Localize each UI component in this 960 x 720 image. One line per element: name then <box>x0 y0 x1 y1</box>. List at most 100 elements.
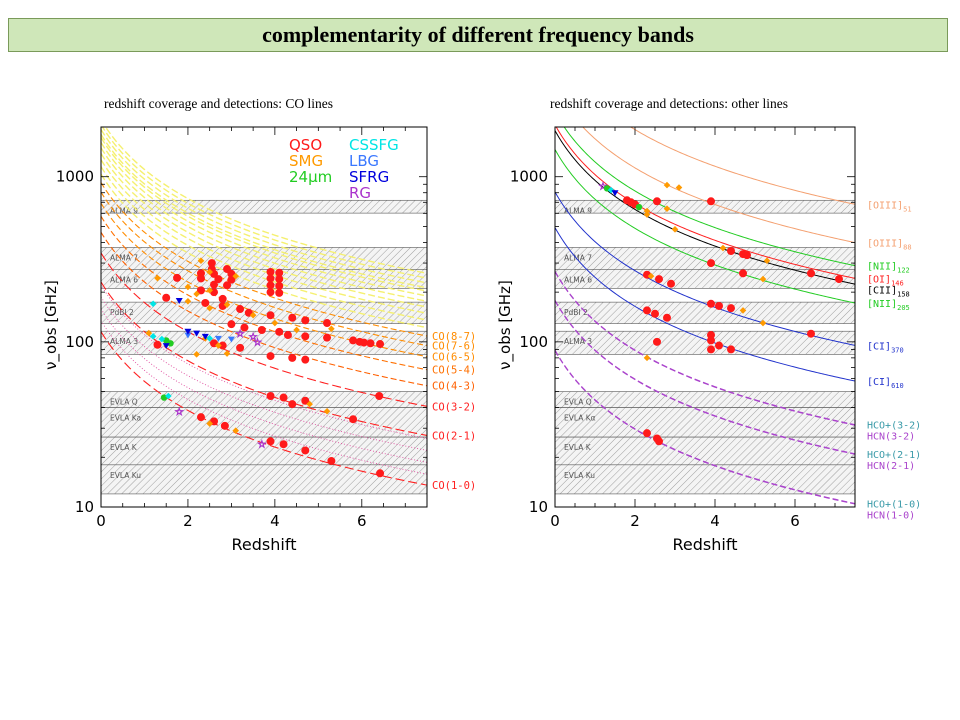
plot-frame <box>554 126 856 508</box>
line-curve <box>555 227 855 382</box>
data-point <box>279 440 288 449</box>
data-point: ☆ <box>175 407 184 418</box>
data-point <box>349 336 358 345</box>
line-curve <box>101 281 427 436</box>
data-point <box>301 355 310 364</box>
x-axis-label: Redshift <box>673 535 738 554</box>
band-layer: ALMA 9 ALMA 7 ALMA 6 PdBI 2 ALMA 3 EVLA Q EVLA… <box>555 199 855 495</box>
data-point <box>184 283 192 291</box>
data-point <box>196 274 205 283</box>
y-tick-label: 1000 <box>510 168 548 186</box>
line-label: CO(4-3) <box>432 381 476 393</box>
data-point <box>715 301 723 310</box>
dotted-curve <box>101 308 427 463</box>
high-j-co-curve <box>101 133 427 289</box>
data-point <box>193 290 200 298</box>
line-label: [CI]370 <box>867 341 904 354</box>
line-label: CO(1-0) <box>432 480 476 492</box>
data-point <box>173 273 182 282</box>
line-label: HCN(2-1) <box>867 461 915 472</box>
data-point <box>184 332 192 339</box>
band-rect <box>101 301 427 324</box>
high-j-co-curve <box>101 159 427 314</box>
data-point <box>184 328 192 335</box>
line-label-subscript: 158 <box>897 290 910 298</box>
data-point <box>727 246 735 255</box>
x-tick-label: 2 <box>630 512 640 530</box>
band-label: EVLA K <box>110 443 138 452</box>
dotted-curve <box>101 320 427 475</box>
line-label-subscript: 610 <box>891 382 904 390</box>
line-label: [NII]205 <box>867 299 910 312</box>
line-curve <box>101 202 427 358</box>
data-point <box>763 257 771 265</box>
line-label-subscript: 88 <box>903 244 911 252</box>
data-point <box>266 288 275 297</box>
data-point <box>175 298 183 305</box>
data-point <box>301 332 310 341</box>
x-tick-label: 4 <box>270 512 280 530</box>
line-label: CO(5-4) <box>432 365 476 377</box>
line-curve <box>555 300 855 455</box>
line-label-subscript: 370 <box>891 346 904 354</box>
dotted-curve <box>101 296 427 451</box>
band-label: PdBI 2 <box>564 308 588 317</box>
data-point <box>206 335 213 342</box>
band-rect <box>555 269 855 289</box>
y-axis-label: ν_obs [GHz] <box>42 280 61 370</box>
high-j-co-curve <box>101 127 427 279</box>
band-label: ALMA 3 <box>110 337 138 346</box>
data-point <box>671 226 679 233</box>
line-label-subscript: 51 <box>903 205 911 213</box>
data-point <box>349 415 358 424</box>
data-point <box>184 298 192 305</box>
tick-layer: 0 2 4 6 10 100 1000 <box>510 126 856 530</box>
line-curve <box>555 271 855 426</box>
legend-entry: 24μm <box>289 168 332 186</box>
data-point <box>759 319 767 327</box>
data-point <box>707 336 715 345</box>
data-point <box>257 325 266 334</box>
high-j-co-curve <box>101 147 427 302</box>
y-tick-label: 10 <box>75 498 94 516</box>
data-point <box>323 333 332 342</box>
data-point <box>165 392 172 400</box>
data-point <box>727 304 735 313</box>
line-label-subscript: 146 <box>891 279 904 287</box>
data-point <box>727 345 735 354</box>
data-point <box>643 207 651 215</box>
dotted-curve <box>101 284 427 439</box>
data-point <box>227 336 235 343</box>
data-point <box>206 268 213 276</box>
line-curve <box>555 149 855 304</box>
x-tick-label: 6 <box>790 512 800 530</box>
data-point <box>375 392 384 401</box>
data-point <box>210 280 219 289</box>
band-rect <box>101 464 427 495</box>
data-point <box>275 281 284 290</box>
data-point <box>149 300 157 308</box>
data-point <box>153 340 162 349</box>
data-point <box>223 301 231 308</box>
line-label: CO(2-1) <box>432 430 476 442</box>
line-label: [NII]122 <box>867 262 910 275</box>
line-label: [CI]610 <box>867 377 904 390</box>
data-point <box>293 326 300 334</box>
band-label: ALMA 6 <box>110 275 138 284</box>
data-point <box>707 197 715 206</box>
data-point <box>227 320 236 329</box>
data-point <box>611 190 619 197</box>
data-point <box>807 269 815 278</box>
data-point <box>376 340 385 349</box>
y-tick-label: 100 <box>519 333 548 351</box>
high-j-co-curve <box>101 153 427 308</box>
legend-entry: LBG <box>349 152 379 170</box>
band-label: EVLA Ku <box>564 471 595 480</box>
data-point <box>288 313 297 322</box>
line-label: HCO+(1-0) <box>867 500 921 511</box>
curve-layer <box>555 127 855 505</box>
data-point <box>215 342 222 349</box>
line-curve <box>629 127 855 205</box>
data-point <box>201 333 209 340</box>
x-tick-label: 2 <box>183 512 193 530</box>
